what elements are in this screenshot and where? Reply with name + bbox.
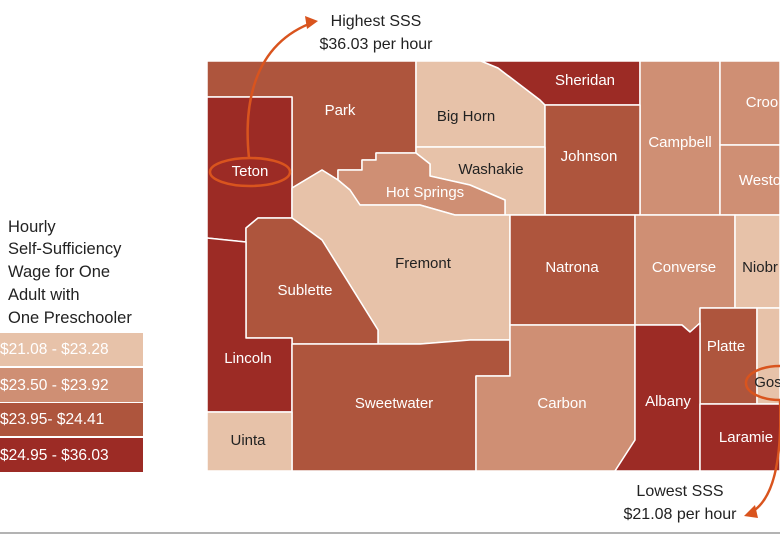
legend-label-1: $21.08 - $23.28 — [0, 341, 109, 358]
county-niobrara — [734, 214, 780, 309]
highest-arrowhead — [305, 16, 318, 29]
label-sweetwater: Sweetwater — [355, 395, 433, 412]
highest-annotation: Highest SSS $36.03 per hour — [208, 13, 434, 188]
label-lincoln: Lincoln — [224, 350, 272, 367]
label-big-horn: Big Horn — [437, 108, 495, 125]
highest-value: $36.03 per hour — [320, 36, 434, 53]
legend-label-3: $23.95- $24.41 — [0, 411, 104, 428]
legend-label-4: $24.95 - $36.03 — [0, 447, 109, 464]
label-converse: Converse — [652, 259, 716, 276]
label-niobrara: Niobr — [742, 259, 778, 276]
lowest-label: Lowest SSS — [636, 483, 723, 500]
label-uinta: Uinta — [230, 432, 266, 449]
label-teton: Teton — [232, 163, 269, 180]
highest-arrow — [246, 20, 315, 159]
legend-swatch-1 — [0, 333, 143, 366]
legend: Hourly Self-Sufficiency Wage for One Adu… — [0, 218, 143, 472]
legend-title-line-3: Wage for One — [8, 263, 110, 281]
county-uinta — [206, 411, 293, 472]
county-crook — [719, 60, 780, 146]
highest-label: Highest SSS — [331, 13, 422, 30]
label-crook: Croo — [746, 94, 779, 111]
legend-title-line-1: Hourly — [8, 218, 56, 236]
county-weston — [719, 144, 780, 216]
label-weston: Westo — [739, 172, 780, 189]
label-platte: Platte — [707, 338, 745, 355]
label-hot-springs: Hot Springs — [386, 184, 464, 201]
lowest-arrowhead — [744, 505, 758, 518]
county-laramie — [699, 403, 780, 472]
label-sublette: Sublette — [277, 282, 332, 299]
legend-title-line-4: Adult with — [8, 286, 80, 304]
label-laramie: Laramie — [719, 429, 773, 446]
label-washakie: Washakie — [458, 161, 523, 178]
label-albany: Albany — [645, 393, 691, 410]
county-labels: Park Big Horn Sheridan Campbell Croo Wes… — [224, 72, 780, 449]
legend-title-line-2: Self-Sufficiency — [8, 240, 122, 258]
lowest-arrow — [749, 400, 780, 515]
county-goshen — [756, 307, 780, 405]
label-campbell: Campbell — [648, 134, 711, 151]
label-fremont: Fremont — [395, 255, 452, 272]
label-johnson: Johnson — [561, 148, 618, 165]
label-goshen: Gos — [754, 374, 780, 391]
lowest-annotation: Lowest SSS $21.08 per hour — [624, 364, 780, 523]
counties — [206, 60, 780, 472]
label-sheridan: Sheridan — [555, 72, 615, 89]
label-natrona: Natrona — [545, 259, 599, 276]
label-park: Park — [325, 102, 356, 119]
legend-label-2: $23.50 - $23.92 — [0, 377, 109, 394]
legend-title-line-5: One Preschooler — [8, 309, 132, 327]
lowest-circle — [744, 364, 780, 402]
legend-swatch-4 — [0, 438, 143, 472]
lowest-value: $21.08 per hour — [624, 506, 738, 523]
label-carbon: Carbon — [537, 395, 586, 412]
legend-swatch-3 — [0, 403, 143, 436]
legend-swatch-2 — [0, 368, 143, 402]
highest-circle — [208, 156, 292, 188]
